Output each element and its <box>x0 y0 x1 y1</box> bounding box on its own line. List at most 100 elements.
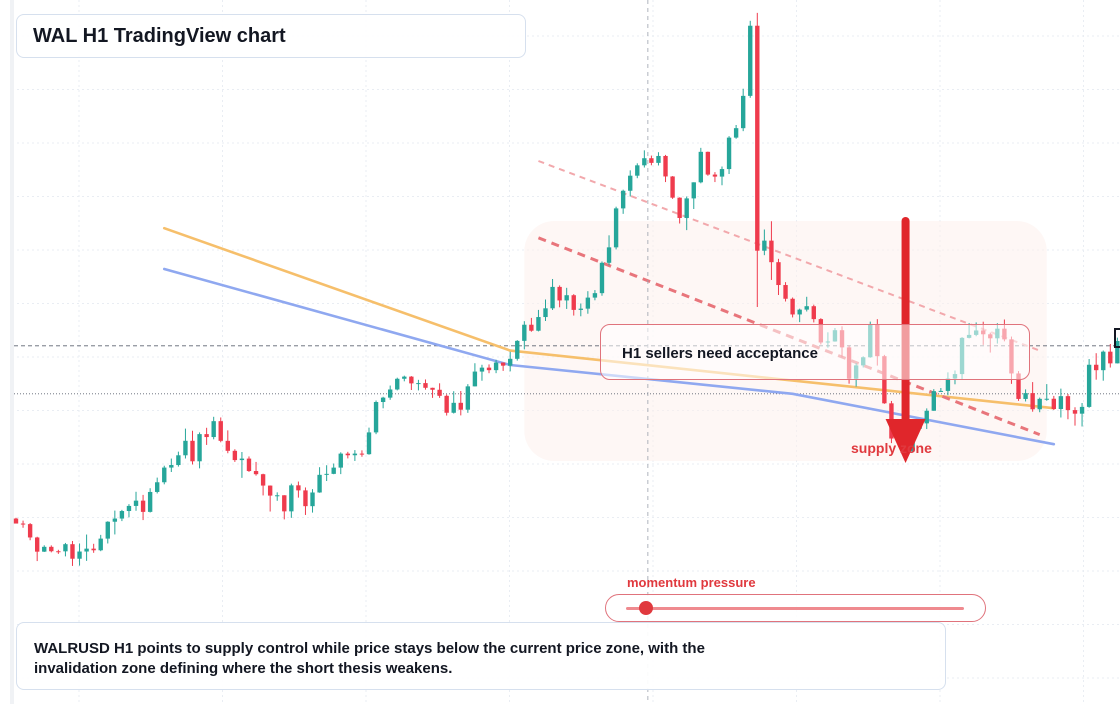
candle-body <box>649 158 654 163</box>
bearish-candle <box>783 282 788 302</box>
candle-body <box>762 240 767 251</box>
bullish-candle <box>331 463 336 475</box>
candle-body <box>275 495 280 497</box>
candle-body <box>1079 406 1085 414</box>
candle-body <box>352 453 358 456</box>
bullish-candle <box>63 542 68 557</box>
bullish-candle <box>543 299 548 321</box>
bearish-candle <box>34 536 40 562</box>
bullish-candle <box>606 235 612 266</box>
candle-body <box>211 421 216 438</box>
candle-body <box>310 492 315 507</box>
candle-body <box>282 495 287 512</box>
candle-body <box>769 240 774 263</box>
candle-body <box>155 482 160 492</box>
bearish-candle <box>246 456 252 472</box>
bullish-candle <box>317 467 322 493</box>
bearish-candle <box>1030 382 1035 412</box>
momentum-gauge-track <box>626 607 964 610</box>
candle-body <box>317 474 322 493</box>
bullish-candle <box>748 20 753 98</box>
bearish-candle <box>1051 395 1057 410</box>
candle-body <box>253 471 259 475</box>
momentum-gauge-knob <box>639 601 654 615</box>
bearish-candle <box>1093 353 1099 380</box>
bearish-candle <box>91 543 96 553</box>
candle-body <box>642 158 647 166</box>
bullish-candle <box>585 291 591 314</box>
candle-body <box>924 410 929 424</box>
candle-body <box>635 165 640 176</box>
candle-body <box>402 376 407 379</box>
bullish-candle <box>1037 397 1042 413</box>
candle-body <box>804 306 809 310</box>
bearish-candle <box>557 285 562 308</box>
bearish-candle <box>776 258 781 296</box>
bearish-candle <box>218 417 223 443</box>
bullish-candle <box>564 287 569 309</box>
candle-body <box>536 317 541 331</box>
candle-body <box>698 151 704 183</box>
bullish-candle <box>635 163 640 179</box>
fast-moving-average <box>162 226 1056 410</box>
candle-body <box>515 340 520 359</box>
bullish-candle <box>719 166 725 186</box>
bullish-candle <box>656 152 661 166</box>
bearish-candle <box>13 517 19 524</box>
bullish-candle <box>479 364 485 381</box>
bearish-arrow <box>885 217 926 463</box>
candle-body <box>726 137 732 170</box>
bullish-candle <box>578 303 583 317</box>
candle-body <box>656 155 661 163</box>
bullish-candle <box>1101 350 1106 381</box>
candle-body <box>677 197 682 218</box>
candle-body <box>395 378 400 390</box>
candle-body <box>34 537 40 552</box>
candle-body <box>409 376 414 384</box>
candle-body <box>592 293 598 298</box>
candle-body <box>705 151 711 175</box>
bullish-candle <box>931 389 936 411</box>
candle-body <box>529 324 534 331</box>
candle-body <box>239 458 245 461</box>
candle-body <box>197 434 202 462</box>
bearish-candle <box>444 394 449 416</box>
bullish-candle <box>508 351 513 372</box>
candle-body <box>550 286 555 309</box>
candle-body <box>98 538 103 551</box>
bullish-candle <box>691 182 696 209</box>
bearish-candle <box>267 485 273 512</box>
candle-body <box>571 295 576 310</box>
candle-body <box>931 391 936 411</box>
candle-body <box>27 524 33 538</box>
bearish-candle <box>649 155 654 166</box>
bullish-candle <box>1023 389 1028 402</box>
bullish-candle <box>352 450 358 461</box>
candle-body <box>246 458 252 472</box>
momentum-gauge <box>605 594 986 622</box>
candle-body <box>373 402 379 433</box>
bullish-candle <box>938 387 944 392</box>
bearish-candle <box>500 362 506 371</box>
bullish-candle <box>1086 359 1092 408</box>
candle-body <box>486 367 492 371</box>
bearish-candle <box>430 387 435 398</box>
bullish-candle <box>324 465 329 482</box>
bearish-candle <box>296 481 301 498</box>
chart-title: WAL H1 TradingView chart <box>33 25 286 47</box>
candle-body <box>663 155 668 177</box>
bullish-candle <box>289 483 294 518</box>
bearish-candle <box>437 383 442 398</box>
candle-body <box>606 247 612 263</box>
bullish-candle <box>416 379 421 391</box>
candle-body <box>500 362 506 366</box>
bearish-candle <box>190 430 195 465</box>
bearish-candle <box>663 154 668 183</box>
candle-body <box>797 309 802 315</box>
bullish-candle <box>733 125 739 139</box>
bullish-candle <box>387 385 393 400</box>
bearish-candle <box>486 364 492 374</box>
candle-body <box>366 432 372 455</box>
bullish-candle <box>620 189 626 214</box>
candle-body <box>20 523 26 525</box>
